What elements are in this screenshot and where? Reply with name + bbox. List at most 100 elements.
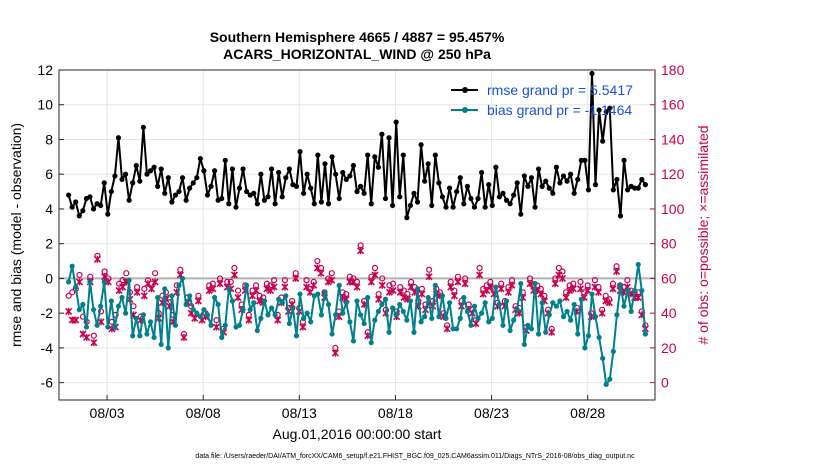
rmse-data-point [578, 157, 584, 163]
obs-assimilated-marker [245, 316, 253, 324]
bias-data-point [632, 287, 638, 294]
series-lines [66, 70, 648, 387]
bias-data-point [461, 294, 467, 301]
x-tick-label: 08/28 [570, 405, 605, 421]
legend: rmse grand pr = 5.5417 bias grand pr = -… [451, 82, 633, 118]
y-tick-label: 0 [45, 270, 53, 286]
bias-data-point [144, 331, 150, 337]
rmse-data-point [425, 161, 431, 167]
rmse-data-point [610, 187, 616, 193]
rmse-data-point [464, 183, 470, 189]
rmse-data-point [98, 202, 104, 209]
rmse-data-point [197, 155, 203, 162]
obs-assimilated-marker [562, 293, 570, 302]
obs-assimilated-marker [537, 290, 545, 298]
bias-data-point [169, 293, 175, 299]
legend-bias-marker [462, 107, 468, 113]
obs-assimilated-marker [75, 278, 83, 286]
bias-data-point [147, 319, 154, 325]
obs-assimilated-marker [566, 287, 574, 295]
obs-assimilated-marker [151, 278, 159, 286]
bias-data-point [425, 294, 431, 301]
y2-tick-label: 40 [661, 305, 677, 321]
rmse-data-point [73, 199, 79, 205]
bias-data-point [454, 326, 460, 332]
x-tick-label: 08/13 [282, 405, 317, 421]
bias-data-point [347, 319, 353, 325]
bias-data-point [596, 334, 602, 341]
y2-tick-label: 180 [661, 62, 685, 78]
rmse-data-point [553, 164, 559, 170]
bias-data-point [240, 307, 246, 313]
axis-ticks: 121086420-2-4-61801601401201008060402000… [37, 62, 684, 421]
bias-data-point [194, 310, 200, 316]
rmse-data-point [493, 164, 499, 170]
bias-data-point [361, 320, 367, 327]
rmse-data-point [564, 178, 570, 184]
bias-data-point [439, 293, 446, 299]
bias-data-point [108, 298, 114, 304]
rmse-data-point [596, 107, 602, 113]
bias-data-point [624, 287, 631, 294]
obs-assimilated-marker [119, 283, 127, 291]
obs-assimilated-marker [418, 290, 426, 298]
rmse-data-point [101, 180, 107, 186]
rmse-data-point [304, 171, 310, 177]
obs-assimilated-marker [385, 288, 394, 296]
obs-assimilated-marker [292, 274, 300, 282]
obs-possible-marker [231, 264, 238, 272]
bias-data-point [247, 307, 253, 313]
rmse-data-point [283, 175, 289, 181]
rmse-data-point [575, 176, 581, 183]
rmse-data-point [190, 180, 196, 186]
rmse-data-point [525, 183, 531, 189]
y-tick-label: 4 [45, 201, 53, 217]
bias-data-point [500, 322, 506, 328]
bias-data-point [507, 327, 513, 334]
obs-possible-marker [624, 277, 631, 284]
bias-data-point [400, 308, 406, 315]
obs-possible-marker [234, 287, 242, 294]
bias-data-point [76, 307, 82, 313]
obs-assimilated-marker [461, 280, 469, 288]
rmse-data-point [108, 188, 114, 195]
rmse-data-point [254, 201, 260, 207]
bias-data-point [261, 298, 268, 304]
obs-assimilated-marker [551, 280, 559, 288]
bias-data-point [201, 307, 207, 313]
y-tick-label: -2 [41, 305, 54, 321]
obs-assimilated-marker [93, 255, 102, 263]
rmse-data-point [400, 152, 406, 158]
bias-data-point [208, 322, 214, 328]
rmse-data-point [479, 169, 485, 176]
rmse-data-point [343, 176, 349, 183]
bias-data-point [482, 300, 488, 306]
bias-data-point [436, 314, 442, 320]
obs-assimilated-marker [634, 293, 642, 302]
rmse-data-point [162, 190, 168, 196]
bias-data-point [293, 333, 300, 339]
y-tick-label: -6 [41, 375, 54, 391]
bias-data-point [557, 298, 563, 304]
bias-data-point [635, 261, 641, 268]
bias-data-point [397, 301, 403, 308]
bias-data-point [571, 301, 577, 308]
bias-data-point [308, 319, 314, 325]
rmse-data-point [393, 119, 399, 125]
rmse-data-point [122, 171, 129, 177]
rmse-data-point [382, 195, 389, 202]
rmse-data-point [329, 154, 335, 160]
bias-data-point [429, 315, 435, 321]
bias-data-point [535, 331, 542, 337]
obs-assimilated-marker [299, 323, 307, 331]
obs-possible-marker [90, 332, 97, 339]
bias-data-point [582, 345, 588, 351]
bias-data-point [279, 300, 285, 306]
rmse-data-point [300, 190, 307, 196]
bias-data-point [215, 301, 221, 308]
rmse-data-point [557, 180, 563, 186]
rmse-data-point [112, 173, 118, 179]
bias-data-point [379, 301, 385, 308]
bias-data-point [286, 320, 292, 327]
